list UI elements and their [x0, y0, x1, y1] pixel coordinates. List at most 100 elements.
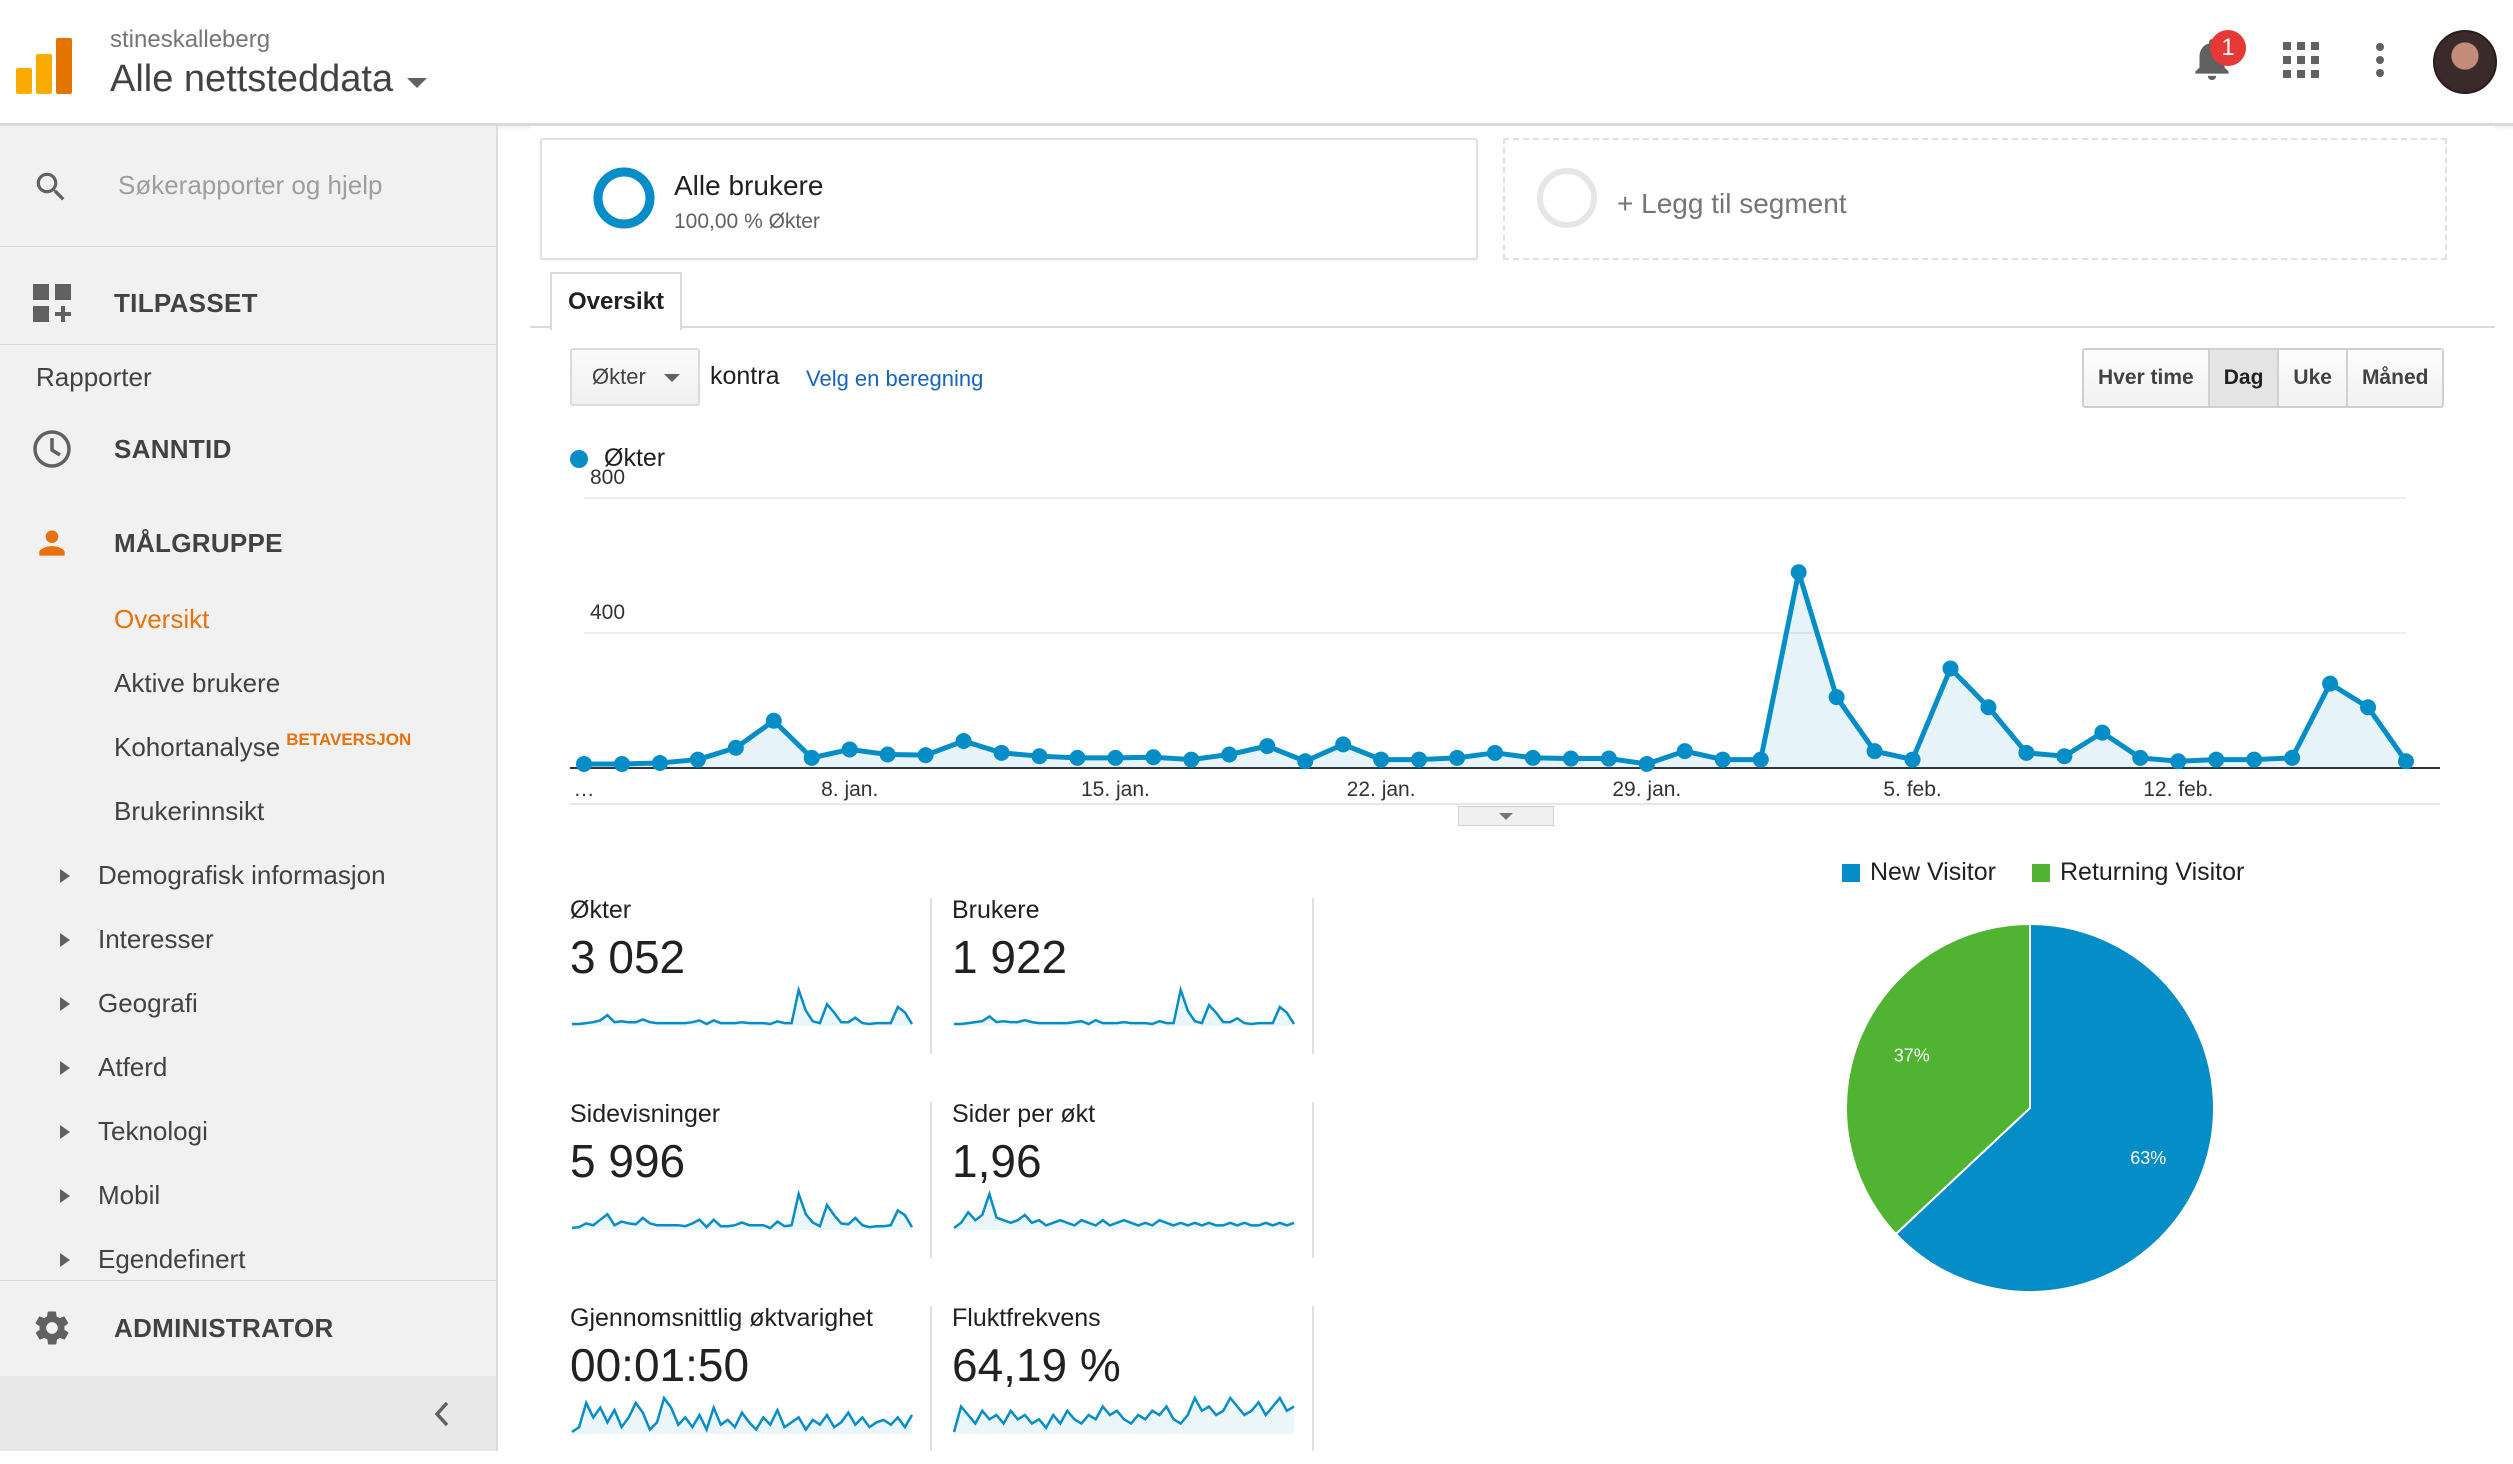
person-icon: [30, 521, 74, 565]
scorecard-divider: [1312, 1306, 1314, 1451]
period-day-button[interactable]: Dag: [2209, 350, 2280, 406]
sparkline: [571, 1395, 914, 1434]
sidebar-expand-interests[interactable]: Interesser: [60, 924, 214, 955]
select-metric-link[interactable]: Velg en beregning: [806, 366, 984, 391]
property-name: Alle nettsteddata: [110, 58, 394, 100]
data-point: [1676, 743, 1693, 760]
pie-slice: [1845, 922, 2031, 1236]
scorecard-divider: [1312, 1102, 1314, 1258]
legend-swatch: [2032, 863, 2050, 882]
data-point: [2360, 699, 2377, 716]
pie-slice: [1894, 922, 2215, 1293]
scorecard-pages-per-session[interactable]: Sider per økt 1,96: [952, 1100, 1312, 1260]
segment-all-users[interactable]: Alle brukere 100,00 % Økter: [540, 138, 1478, 260]
scorecard-bounce-rate[interactable]: Fluktfrekvens 64,19 %: [952, 1304, 1312, 1464]
sparkline-area: [572, 1194, 912, 1230]
sidebar-subitem-cohort-analysis[interactable]: Kohortanalyse BETAVERSJON: [114, 730, 411, 763]
data-point: [2170, 753, 2187, 770]
sparkline-area: [572, 990, 912, 1026]
scorecard-pageviews[interactable]: Sidevisninger 5 996: [570, 1100, 930, 1260]
dashboard-add-icon: [30, 281, 74, 325]
chart-resize-handle[interactable]: [1458, 806, 1554, 826]
data-point: [1449, 749, 1466, 766]
pie-value-label: 63%: [2130, 1148, 2166, 1168]
period-month-button[interactable]: Måned: [2347, 350, 2443, 406]
expand-arrow-icon: [60, 1252, 70, 1267]
sidebar-subitem-overview[interactable]: Oversikt: [114, 604, 210, 634]
data-point: [1183, 751, 1200, 768]
more-vert-icon: [2376, 43, 2384, 77]
clock-icon: [30, 427, 74, 471]
sparkline-line: [954, 986, 1296, 1026]
sidebar-expand-demographics[interactable]: Demografisk informasjon: [60, 860, 386, 891]
chart-legend: Økter: [570, 444, 665, 473]
sidebar-item-realtime[interactable]: SANNTID: [0, 416, 496, 482]
pie-legend-returning[interactable]: Returning Visitor: [2032, 858, 2244, 887]
sidebar-subitem-active-users[interactable]: Aktive brukere: [114, 668, 281, 698]
metric-selector[interactable]: Økter: [570, 348, 700, 406]
sparkline-area: [572, 1398, 912, 1434]
sparkline-area: [954, 1398, 1294, 1434]
expand-arrow-icon: [60, 996, 70, 1011]
data-point: [1107, 749, 1124, 766]
account-name[interactable]: stineskalleberg: [110, 26, 271, 53]
x-tick-label: 12. feb.: [2143, 778, 2213, 801]
scorecard-label: Fluktfrekvens: [952, 1304, 1101, 1332]
scorecard-divider: [1312, 898, 1314, 1054]
expand-label: Mobil: [98, 1180, 161, 1210]
report-search[interactable]: Søkerapporter og hjelp: [0, 126, 496, 247]
legend-swatch: [1842, 863, 1860, 882]
collapse-sidebar-button[interactable]: [0, 1376, 496, 1451]
data-point: [1942, 660, 1959, 677]
data-point: [955, 733, 972, 749]
data-point: [1790, 564, 1807, 581]
chevron-down-icon: [1499, 812, 1513, 820]
divider: [0, 344, 496, 345]
scorecard-users[interactable]: Brukere 1 922: [952, 896, 1312, 1056]
apps-button[interactable]: [2275, 34, 2327, 86]
data-point: [1069, 749, 1086, 766]
scorecard-divider: [930, 898, 932, 1054]
sidebar-item-label: TILPASSET: [114, 287, 258, 318]
subitem-label: Kohortanalyse: [114, 732, 281, 762]
data-point: [2208, 751, 2225, 768]
data-point: [1562, 750, 1579, 767]
sidebar-expand-custom[interactable]: Egendefinert: [60, 1244, 245, 1275]
sessions-line-chart: 800 400 … 8. jan. 15. jan. 22. jan. 29. jan. 5.…: [570, 466, 2440, 805]
sidebar-item-customized[interactable]: TILPASSET: [0, 260, 496, 346]
sidebar-expand-mobile[interactable]: Mobil: [60, 1180, 160, 1211]
analytics-logo[interactable]: [16, 38, 72, 94]
sparkline-line: [571, 1190, 914, 1230]
sidebar-subitem-user-explorer[interactable]: Brukerinnsikt: [114, 796, 265, 826]
expand-label: Interesser: [98, 924, 214, 954]
expand-arrow-icon: [60, 868, 70, 883]
sidebar-expand-technology[interactable]: Teknologi: [60, 1116, 208, 1147]
expand-label: Geografi: [98, 988, 198, 1018]
data-point: [1524, 749, 1541, 766]
sidebar-item-label: SANNTID: [114, 433, 232, 464]
period-hourly-button[interactable]: Hver time: [2084, 350, 2210, 406]
tab-overview[interactable]: Oversikt: [550, 272, 682, 330]
data-point: [1411, 751, 1428, 768]
data-point: [1866, 743, 1883, 760]
sidebar-item-audience[interactable]: MÅLGRUPPE: [0, 510, 496, 576]
data-point: [1259, 738, 1276, 755]
sidebar-item-admin[interactable]: ADMINISTRATOR: [0, 1284, 496, 1372]
property-selector[interactable]: Alle nettsteddata: [110, 58, 428, 101]
sidebar-item-label: MÅLGRUPPE: [114, 527, 283, 558]
pie-legend-new[interactable]: New Visitor: [1842, 858, 1996, 887]
x-tick-label: 15. jan.: [1081, 778, 1150, 801]
add-segment-label: + Legg til segment: [1617, 188, 1847, 219]
user-avatar[interactable]: [2433, 30, 2497, 94]
sidebar-expand-geo[interactable]: Geografi: [60, 988, 198, 1019]
notifications-button[interactable]: 1: [2186, 30, 2246, 86]
scorecard-avg-session-duration[interactable]: Gjennomsnittlig øktvarighet 00:01:50: [570, 1304, 930, 1464]
sidebar-item-label: ADMINISTRATOR: [114, 1312, 334, 1343]
sidebar-expand-behavior[interactable]: Atferd: [60, 1052, 167, 1083]
tab-bar-border: [530, 326, 2495, 328]
scorecard-sessions[interactable]: Økter 3 052: [570, 896, 930, 1056]
add-segment-button[interactable]: + Legg til segment: [1503, 138, 2447, 260]
more-options-button[interactable]: [2354, 34, 2406, 86]
period-week-button[interactable]: Uke: [2279, 350, 2348, 406]
divider: [0, 1280, 496, 1281]
